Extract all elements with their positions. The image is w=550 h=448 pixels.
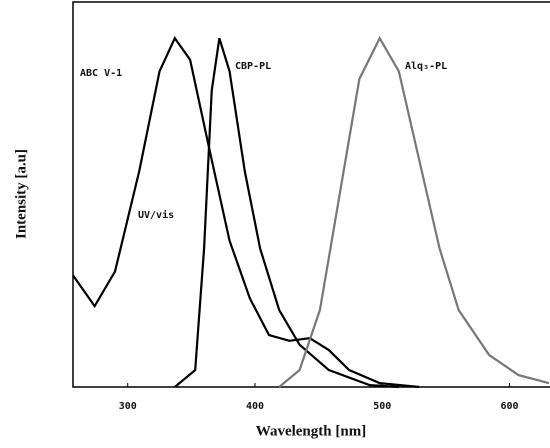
y-axis-title: Intensity [a.u] [13, 149, 29, 239]
series-line [72, 36, 420, 389]
series-label: Alq₃-PL [405, 61, 447, 72]
series-label: CBP-PL [235, 61, 271, 72]
series-label: ABC V-1 [80, 68, 122, 79]
annotation: UV/vis [138, 209, 174, 221]
x-axis-title: Wavelength [nm] [256, 423, 366, 439]
x-tick-label: 600 [501, 401, 519, 412]
plot-frame [72, 1, 550, 388]
x-tick-label: 300 [119, 401, 137, 412]
series-line [174, 37, 399, 389]
x-tick-label: 400 [246, 401, 264, 412]
x-tick-label: 500 [373, 401, 391, 412]
series-line [278, 35, 550, 388]
